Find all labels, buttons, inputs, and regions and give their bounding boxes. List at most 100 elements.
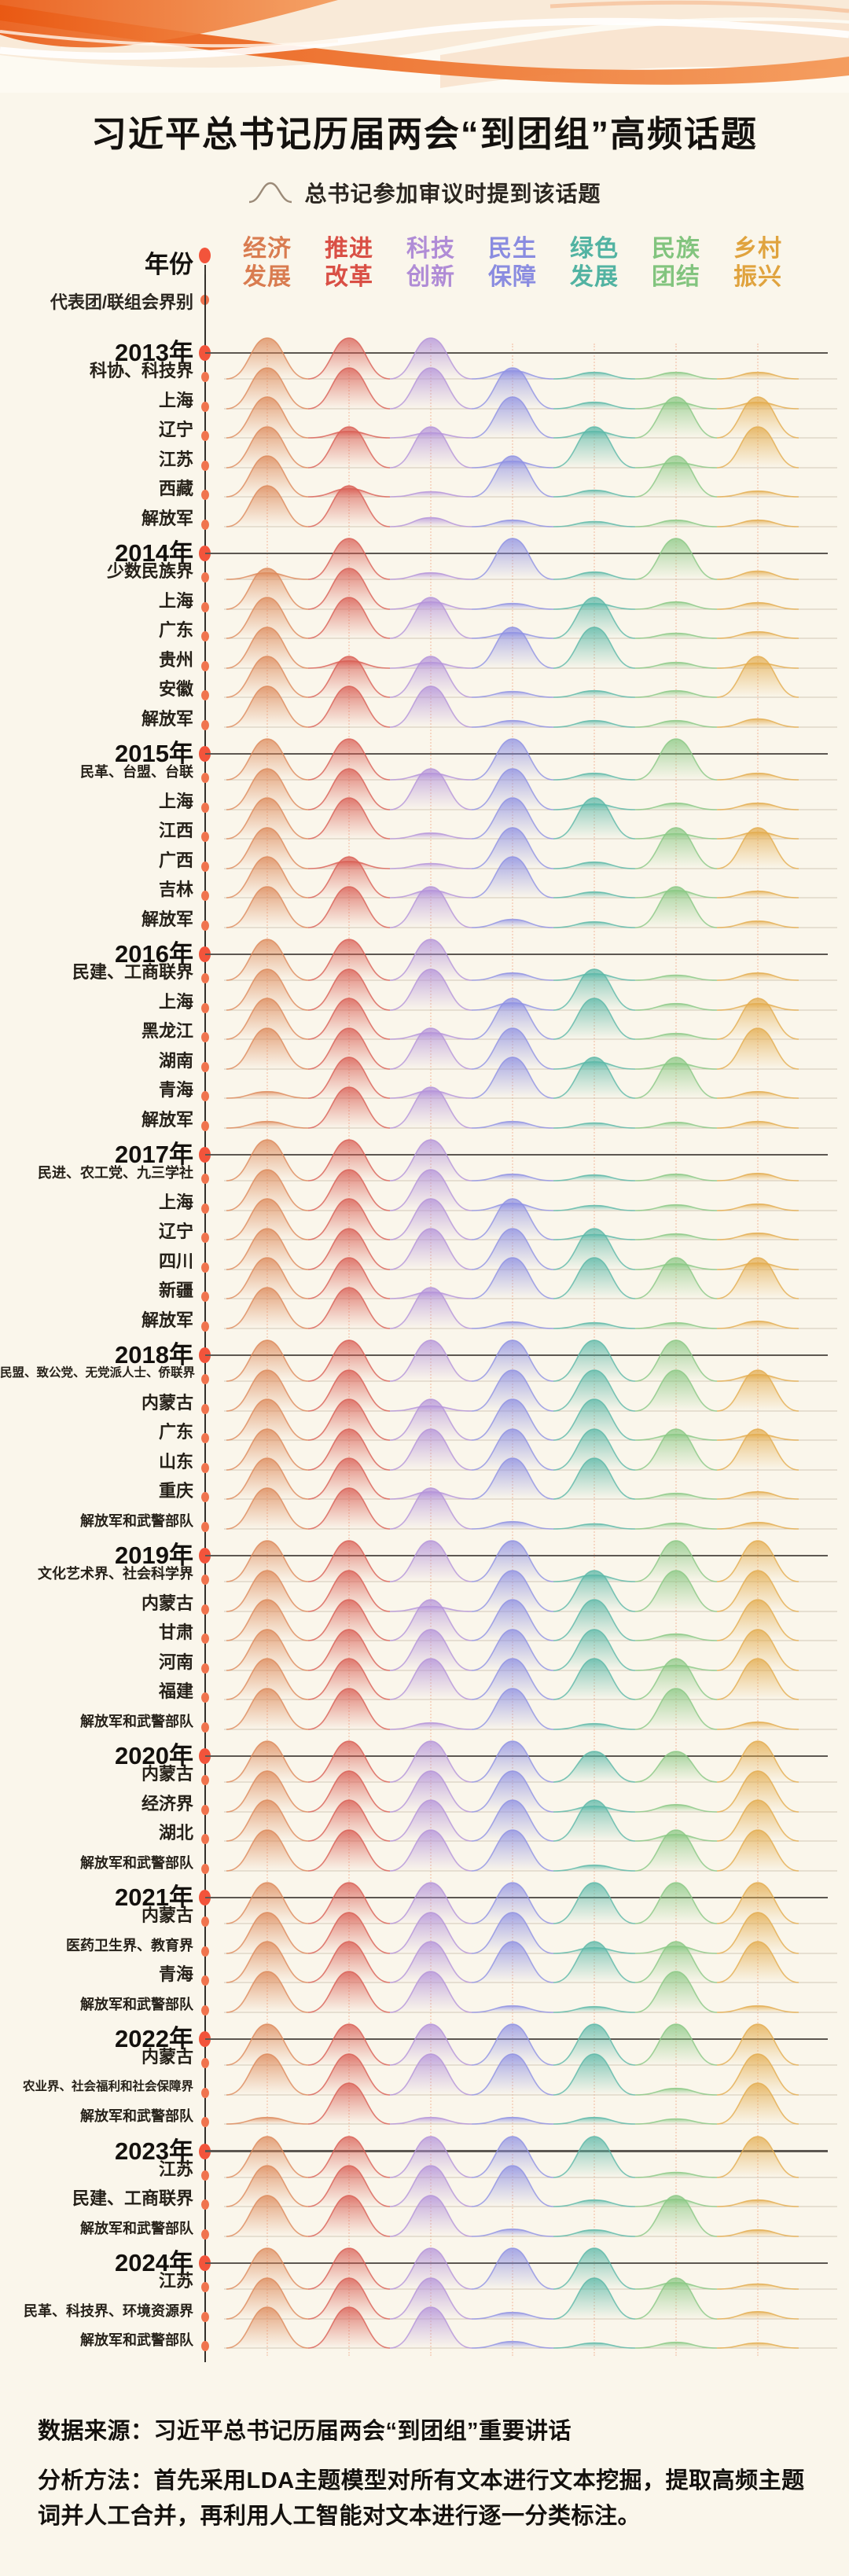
row-dot	[201, 490, 209, 500]
row-dot	[201, 1575, 209, 1585]
year-label: 2020年	[115, 1742, 193, 1769]
row-label: 辽宁	[158, 420, 193, 439]
wave-row	[224, 1687, 837, 1730]
year-rule	[205, 351, 828, 355]
row-label: 解放军和武警部队	[80, 2220, 193, 2236]
row-dot	[201, 690, 209, 700]
wave-row	[224, 1740, 837, 1783]
row-label: 解放军	[141, 1109, 193, 1130]
row-label: 内蒙古	[141, 1593, 193, 1613]
year-dot	[199, 2143, 211, 2159]
row-label: 农业界、社会福利和社会保障界	[22, 2079, 193, 2093]
row-dot	[201, 2005, 209, 2016]
row-dot	[201, 1692, 209, 1703]
row-label: 四川	[158, 1251, 193, 1271]
wave-row	[224, 538, 837, 580]
wave-row	[224, 1941, 837, 1983]
year-dot	[199, 2255, 211, 2271]
row-dot	[201, 1521, 209, 1532]
row-dot	[201, 2117, 209, 2127]
row-dot	[201, 1633, 209, 1644]
wave-row	[224, 1882, 837, 1924]
row-dot	[201, 1834, 209, 1844]
row-dot	[201, 1091, 209, 1101]
row-label: 广东	[158, 620, 193, 640]
row-label: 内蒙古	[141, 1905, 193, 1925]
wave-row	[224, 1658, 837, 1700]
wave-row	[224, 1286, 837, 1329]
row-dot	[201, 460, 209, 471]
row-dot	[201, 1916, 209, 1927]
row-label: 民盟、致公党、无党派人士、侨联界	[0, 1366, 196, 1380]
wave-row	[224, 484, 837, 527]
row-dot	[201, 2282, 209, 2292]
year-label: 2013年	[115, 339, 193, 366]
column-header-block: 年份 代表团/联组会界别 经济 发展 推进 改革 科技 创新 民生 保障 绿色 发展 民族 团结 乡村振…	[0, 224, 849, 322]
row-label: 江西	[158, 821, 193, 840]
row-dot	[201, 1203, 209, 1214]
year-dot	[199, 946, 211, 962]
wave-row	[224, 337, 837, 380]
row-label: 经济界	[141, 1793, 193, 1813]
row-dot	[201, 1292, 209, 1302]
row-dot	[201, 1120, 209, 1131]
row-dot	[201, 2199, 209, 2210]
row-dot	[201, 973, 209, 983]
wave-row	[224, 1398, 837, 1441]
wave-row	[224, 1168, 837, 1211]
year-axis-label: 年份	[145, 251, 193, 278]
year-dot	[199, 345, 211, 361]
row-dot	[201, 660, 209, 671]
row-label: 解放军和武警部队	[80, 1854, 193, 1871]
wave-row	[224, 597, 837, 639]
method-note: 分析方法：首先采用LDA主题模型对所有文本进行文本挖掘，提取高频主题词并人工合并…	[38, 2468, 805, 2529]
wave-row	[224, 1457, 837, 1500]
row-label: 上海	[158, 390, 193, 410]
wave-row	[224, 455, 837, 498]
row-label: 青海	[158, 1964, 193, 1984]
wave-row	[224, 939, 837, 981]
year-dot	[199, 1347, 211, 1363]
wave-row	[224, 425, 837, 469]
row-dot	[201, 1492, 209, 1502]
row-dot	[201, 2170, 209, 2181]
row-dot	[201, 773, 209, 783]
year-label: 2023年	[115, 2137, 193, 2165]
wave-row	[224, 1911, 837, 1954]
topic-header-2: 推进 改革	[325, 236, 373, 290]
topic-header-5: 绿色 发展	[570, 236, 619, 290]
year-label: 2022年	[115, 2025, 193, 2052]
year-label: 2021年	[115, 1883, 193, 1911]
row-label: 青海	[158, 1080, 193, 1100]
row-label: 山东	[158, 1451, 193, 1472]
row-label: 辽宁	[158, 1222, 193, 1241]
legend: 总书记参加审议时提到该话题	[0, 177, 849, 208]
row-label: 民革、科技界、环境资源界	[24, 2302, 193, 2319]
row-label: 内蒙古	[141, 1764, 193, 1784]
row-label: 解放军和武警部队	[80, 1996, 193, 2012]
row-label: 西藏	[158, 479, 193, 498]
row-dot	[201, 1262, 209, 1273]
row-label: 贵州	[158, 649, 193, 670]
wave-row	[224, 1769, 837, 1813]
row-dot	[201, 1374, 209, 1384]
row-dot	[201, 2311, 209, 2322]
row-label: 新疆	[158, 1281, 193, 1300]
row-dot	[201, 1804, 209, 1815]
year-dot	[199, 1147, 211, 1163]
row-label: 湖北	[158, 1823, 193, 1843]
row-dot	[201, 519, 209, 530]
wave-row	[224, 2135, 837, 2178]
wave-row	[224, 626, 837, 669]
row-label: 民进、农工党、九三学社	[38, 1165, 193, 1181]
wave-row	[224, 1339, 837, 1382]
row-dot	[201, 832, 209, 842]
year-label: 2019年	[115, 1542, 193, 1569]
row-dot	[201, 1433, 209, 1443]
row-dot	[201, 1946, 209, 1957]
row-dot	[201, 1604, 209, 1615]
wave-row	[224, 1599, 837, 1641]
row-dot	[201, 920, 209, 931]
row-dot	[201, 401, 209, 412]
row-label: 江苏	[158, 2271, 193, 2291]
